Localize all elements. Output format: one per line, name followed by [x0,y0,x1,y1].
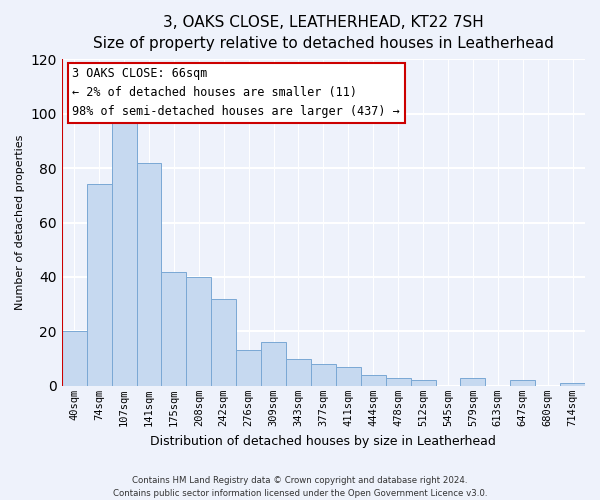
Bar [336,367,361,386]
Bar [361,375,386,386]
Bar [112,111,137,386]
Y-axis label: Number of detached properties: Number of detached properties [15,135,25,310]
Bar [187,277,211,386]
Bar [560,383,585,386]
X-axis label: Distribution of detached houses by size in Leatherhead: Distribution of detached houses by size … [151,434,496,448]
Bar [137,162,161,386]
Text: Contains HM Land Registry data © Crown copyright and database right 2024.
Contai: Contains HM Land Registry data © Crown c… [113,476,487,498]
Bar [161,272,187,386]
Bar [460,378,485,386]
Bar [62,332,87,386]
Bar [410,380,436,386]
Bar [510,380,535,386]
Bar [211,298,236,386]
Bar [311,364,336,386]
Bar [386,378,410,386]
Bar [261,342,286,386]
Bar [236,350,261,386]
Title: 3, OAKS CLOSE, LEATHERHEAD, KT22 7SH
Size of property relative to detached house: 3, OAKS CLOSE, LEATHERHEAD, KT22 7SH Siz… [93,15,554,51]
Bar [87,184,112,386]
Bar [286,358,311,386]
Text: 3 OAKS CLOSE: 66sqm
← 2% of detached houses are smaller (11)
98% of semi-detache: 3 OAKS CLOSE: 66sqm ← 2% of detached hou… [72,68,400,118]
